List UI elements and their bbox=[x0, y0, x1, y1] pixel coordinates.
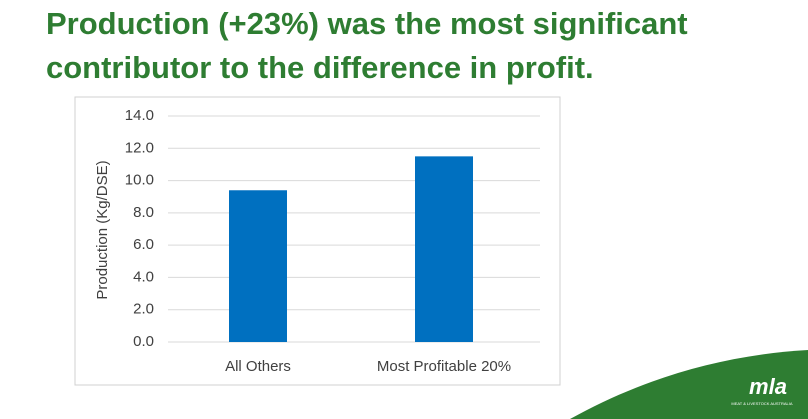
y-tick-label: 6.0 bbox=[133, 236, 154, 253]
slide-title: Production (+23%) was the most significa… bbox=[46, 6, 688, 85]
logo-name: mla bbox=[749, 374, 787, 399]
logo-swoosh bbox=[570, 350, 808, 419]
y-axis-label: Production (Kg/DSE) bbox=[94, 160, 111, 299]
logo-tagline: MEAT & LIVESTOCK AUSTRALIA bbox=[731, 401, 792, 406]
y-tick-label: 4.0 bbox=[133, 268, 154, 285]
chart-frame bbox=[74, 96, 561, 386]
bar bbox=[229, 190, 287, 342]
bar bbox=[415, 156, 473, 342]
x-tick-label: Most Profitable 20% bbox=[377, 358, 511, 375]
y-tick-label: 2.0 bbox=[133, 301, 154, 318]
y-tick-label: 14.0 bbox=[125, 107, 154, 124]
y-tick-label: 12.0 bbox=[125, 139, 154, 156]
x-tick-label: All Others bbox=[225, 358, 291, 375]
y-tick-label: 0.0 bbox=[133, 333, 154, 350]
y-tick-label: 8.0 bbox=[133, 204, 154, 221]
y-tick-label: 10.0 bbox=[125, 172, 154, 189]
